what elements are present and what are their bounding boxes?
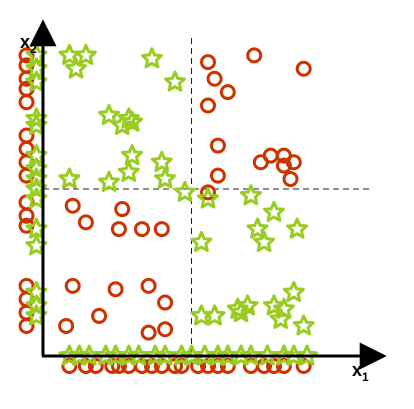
circle-point xyxy=(256,358,273,375)
circle-point xyxy=(275,157,292,174)
star-point xyxy=(253,230,276,252)
star-point xyxy=(263,200,285,222)
star-point xyxy=(74,43,97,65)
star-point xyxy=(154,167,177,189)
star-point xyxy=(239,184,262,206)
circle-point xyxy=(157,321,174,338)
circle-point xyxy=(18,94,35,111)
circle-point xyxy=(200,358,216,375)
circle-point xyxy=(282,170,299,187)
star-point xyxy=(117,160,140,182)
circle-point xyxy=(252,154,269,171)
star-point xyxy=(246,217,269,239)
circle-point xyxy=(167,358,183,375)
circle-point xyxy=(114,201,131,218)
circle-point xyxy=(140,277,157,294)
star-point xyxy=(164,70,186,92)
circle-point xyxy=(295,60,312,77)
star-point xyxy=(111,114,134,136)
circle-point xyxy=(104,358,121,375)
y-axis-label: x2 xyxy=(20,32,37,56)
circle-point xyxy=(153,221,170,238)
threshold-lines xyxy=(43,38,373,356)
circle-point xyxy=(266,358,282,375)
x-axis-label-sub: 1 xyxy=(362,370,369,384)
axes xyxy=(29,19,387,370)
star-point xyxy=(286,217,309,239)
circle-point xyxy=(246,47,263,64)
circle-point xyxy=(200,184,216,201)
circle-point xyxy=(143,358,160,375)
circle-point xyxy=(200,97,216,114)
star-point xyxy=(121,144,144,166)
circle-point xyxy=(64,277,81,294)
circle-point xyxy=(107,281,124,298)
star-point xyxy=(58,167,81,189)
circle-point xyxy=(285,154,302,171)
circle-point xyxy=(110,358,127,375)
circle-point xyxy=(58,317,75,334)
circle-point xyxy=(110,221,127,238)
star-point xyxy=(282,281,305,303)
y-axis-label-main: x xyxy=(20,32,30,52)
circle-point xyxy=(87,358,104,375)
star-point xyxy=(197,187,219,209)
star-point xyxy=(292,314,315,336)
star-point xyxy=(269,307,292,329)
circle-point xyxy=(134,221,150,238)
star-point xyxy=(150,150,173,172)
circle-point xyxy=(140,324,157,341)
circle-point xyxy=(18,47,35,64)
data-points xyxy=(18,43,318,375)
circle-point xyxy=(91,307,108,324)
circle-point xyxy=(206,70,223,87)
circle-point xyxy=(77,214,94,231)
star-point xyxy=(190,304,213,326)
circle-point xyxy=(134,358,150,375)
circle-point xyxy=(190,358,207,375)
circle-point xyxy=(209,167,226,184)
circle-point xyxy=(209,137,226,154)
circle-point xyxy=(157,294,174,311)
star-point xyxy=(173,180,196,202)
circle-point xyxy=(219,84,236,101)
star-point xyxy=(296,344,318,366)
y-axis-label-sub: 2 xyxy=(30,42,37,56)
star-point xyxy=(190,230,213,252)
circle-point xyxy=(200,54,216,71)
circle-point xyxy=(18,317,35,334)
x-axis-label-main: x xyxy=(352,360,362,380)
star-point xyxy=(98,170,120,192)
star-point xyxy=(65,57,87,79)
circle-point xyxy=(18,207,35,224)
star-point xyxy=(140,47,163,69)
circle-point xyxy=(64,197,81,214)
circle-point xyxy=(295,358,312,375)
circle-point xyxy=(77,358,94,375)
star-point xyxy=(121,110,144,132)
star-point xyxy=(98,104,120,126)
x-axis-label: x1 xyxy=(352,360,369,384)
star-point xyxy=(230,301,252,323)
